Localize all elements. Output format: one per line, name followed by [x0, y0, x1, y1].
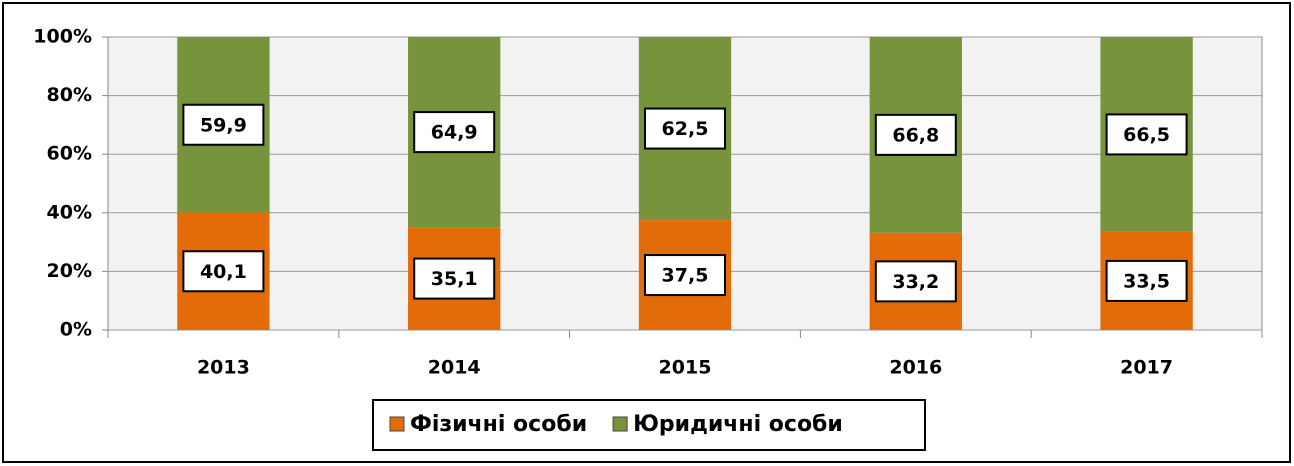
x-tick-label: 2017	[1120, 357, 1173, 379]
data-label-box	[413, 111, 496, 154]
data-label-box	[644, 107, 726, 150]
data-label-box	[1105, 113, 1188, 156]
legend-label: Юридичні особи	[633, 412, 843, 437]
data-label-box	[874, 260, 957, 303]
data-label: 66,8	[892, 124, 939, 146]
data-label-box	[182, 103, 265, 146]
data-label: 33,2	[892, 271, 939, 293]
x-tick-label: 2013	[197, 357, 250, 379]
data-label: 66,5	[1123, 124, 1170, 146]
data-label: 40,1	[200, 261, 247, 283]
data-label: 59,9	[200, 114, 247, 136]
data-label-box	[1105, 259, 1188, 302]
data-label: 33,5	[1123, 270, 1170, 292]
legend-swatch	[389, 416, 405, 432]
y-tick-label: 80%	[47, 84, 92, 106]
data-label: 62,5	[662, 118, 709, 140]
y-tick-label: 60%	[47, 143, 92, 165]
y-tick-label: 100%	[33, 26, 92, 48]
y-tick-label: 20%	[47, 260, 92, 282]
x-tick-label: 2016	[889, 357, 942, 379]
data-label-box	[644, 254, 726, 297]
x-tick-label: 2015	[659, 357, 712, 379]
data-label-box	[874, 113, 957, 156]
y-tick-label: 40%	[47, 201, 92, 223]
data-label: 37,5	[662, 265, 709, 287]
legend-box	[372, 399, 926, 451]
data-label: 64,9	[431, 122, 478, 144]
legend-label: Фізичні особи	[410, 412, 587, 437]
data-label-box	[413, 257, 496, 300]
data-label-box	[182, 250, 265, 293]
y-tick-label: 0%	[60, 319, 92, 341]
x-tick-label: 2014	[428, 357, 481, 379]
legend-swatch	[612, 416, 628, 432]
data-label: 35,1	[431, 268, 478, 290]
